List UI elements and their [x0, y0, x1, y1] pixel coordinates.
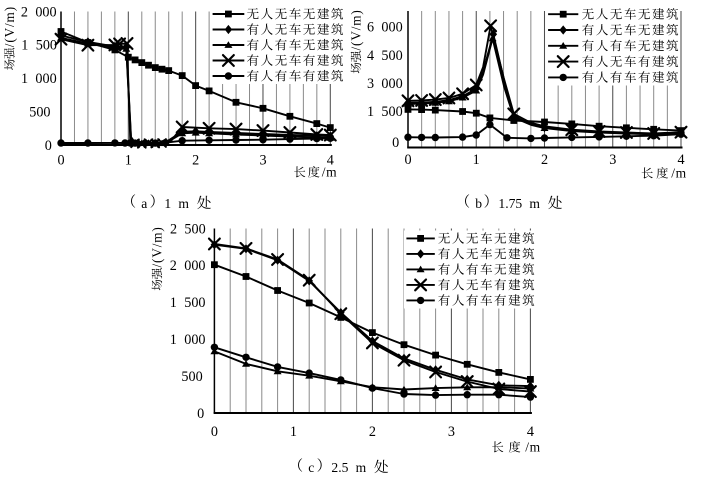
svg-text:000: 000 [381, 20, 402, 36]
svg-text:000: 000 [381, 76, 402, 92]
svg-text:c: c [308, 460, 314, 475]
svg-text:1: 1 [170, 295, 177, 311]
svg-text:a: a [141, 196, 147, 211]
svg-text:b: b [475, 196, 482, 211]
svg-text:1: 1 [170, 332, 177, 348]
svg-text:1: 1 [367, 104, 374, 120]
svg-text:2: 2 [369, 424, 376, 440]
svg-text:500: 500 [184, 295, 205, 311]
svg-text:m: m [529, 196, 540, 211]
svg-text:0: 0 [45, 138, 52, 154]
svg-text:/(V/m): /(V/m) [348, 10, 363, 50]
svg-text:0: 0 [57, 153, 64, 169]
svg-text:3: 3 [609, 152, 616, 168]
svg-text:000: 000 [35, 4, 56, 20]
svg-text:2: 2 [541, 152, 548, 168]
svg-text:2.5: 2.5 [331, 460, 348, 475]
svg-text:1: 1 [473, 152, 480, 168]
svg-text:3: 3 [259, 153, 266, 169]
svg-text:6: 6 [367, 20, 374, 36]
svg-text:0: 0 [211, 424, 218, 440]
svg-text:500: 500 [36, 38, 57, 54]
svg-text:000: 000 [184, 332, 205, 348]
svg-text:0: 0 [197, 406, 204, 422]
svg-text:500: 500 [381, 104, 402, 120]
svg-text:1.75: 1.75 [498, 196, 522, 211]
svg-text:/m: /m [525, 440, 541, 455]
svg-text:1: 1 [21, 71, 28, 87]
svg-text:2: 2 [192, 153, 199, 169]
svg-text:/m: /m [322, 165, 338, 180]
svg-text:0: 0 [392, 135, 399, 151]
svg-text:1: 1 [21, 38, 28, 54]
svg-text:m: m [356, 460, 367, 475]
svg-text:3: 3 [448, 424, 455, 440]
svg-text:1: 1 [164, 196, 171, 211]
svg-text:4: 4 [527, 424, 534, 440]
svg-text:/m: /m [671, 166, 687, 181]
svg-text:500: 500 [181, 369, 202, 385]
svg-text:/(V/m): /(V/m) [149, 227, 164, 267]
svg-text:1: 1 [290, 424, 297, 440]
svg-text:500: 500 [184, 221, 205, 237]
svg-text:000: 000 [184, 258, 205, 274]
svg-text:0: 0 [404, 152, 411, 168]
svg-text:500: 500 [381, 48, 402, 64]
svg-text:4: 4 [327, 153, 334, 169]
svg-text:2: 2 [170, 258, 177, 274]
svg-text:000: 000 [35, 71, 56, 87]
svg-text:4: 4 [367, 48, 374, 64]
svg-text:1: 1 [125, 153, 132, 169]
svg-text:2: 2 [170, 221, 177, 237]
svg-text:m: m [178, 196, 189, 211]
svg-text:2: 2 [21, 4, 28, 20]
svg-text:4: 4 [677, 152, 684, 168]
svg-text:3: 3 [367, 76, 374, 92]
svg-text:/(V/m): /(V/m) [2, 7, 17, 47]
svg-text:500: 500 [29, 105, 50, 121]
